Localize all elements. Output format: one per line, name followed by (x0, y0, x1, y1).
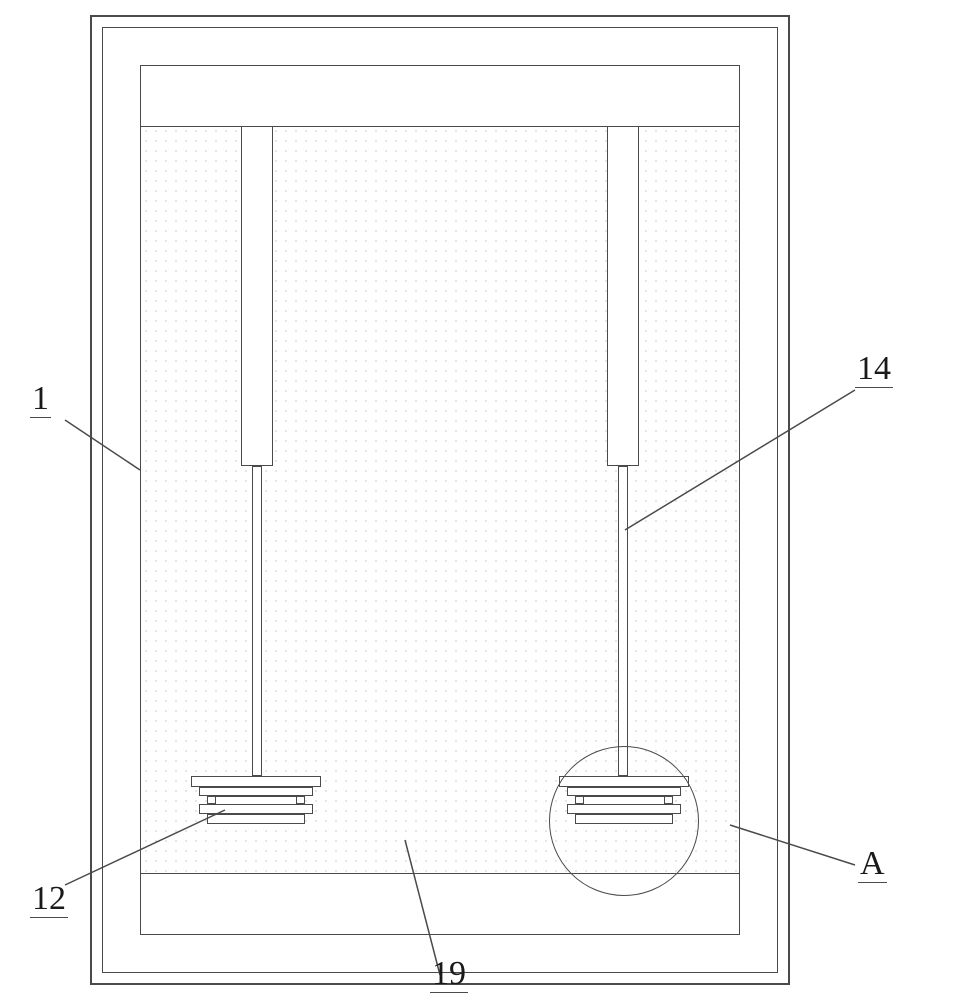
rod-left (252, 466, 262, 776)
top-bar (141, 126, 739, 127)
label-1: 1 (30, 380, 51, 418)
leader-12 (60, 810, 230, 890)
leader-1 (40, 420, 140, 480)
detail-circle-a (549, 746, 699, 896)
cylinder-left (241, 126, 273, 466)
leader-14 (625, 390, 875, 530)
label-14: 14 (855, 350, 893, 388)
label-a: A (858, 845, 887, 883)
label-19: 19 (430, 955, 468, 993)
label-12: 12 (30, 880, 68, 918)
